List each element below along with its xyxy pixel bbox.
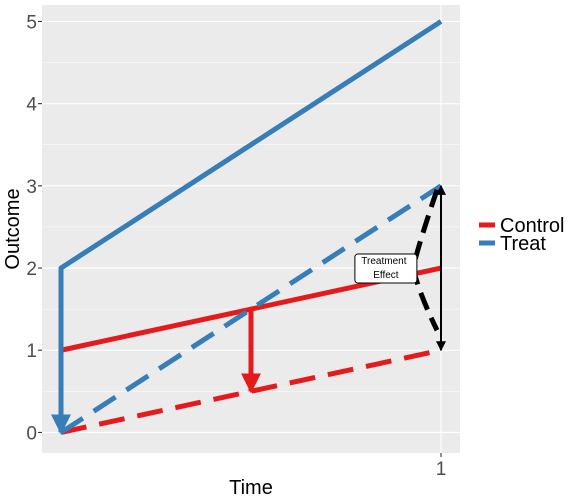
axis-ticks: 0 1 2 3 4 5 1 bbox=[26, 12, 446, 480]
x-tick-label: 1 bbox=[436, 459, 447, 480]
effect-label-box bbox=[354, 253, 418, 284]
effect-label-text: Effect bbox=[373, 270, 399, 281]
y-tick-label: 2 bbox=[26, 259, 37, 280]
y-tick-label: 0 bbox=[26, 423, 37, 444]
y-tick-label: 4 bbox=[26, 95, 37, 116]
y-tick-label: 5 bbox=[26, 12, 37, 33]
series-line-control-dashed bbox=[60, 347, 442, 435]
arrows bbox=[51, 268, 261, 435]
y-tick-label: 1 bbox=[26, 341, 37, 362]
legend-label-treat: Treat bbox=[500, 233, 546, 255]
x-axis-title: Time bbox=[229, 477, 273, 499]
y-tick-label: 3 bbox=[26, 177, 37, 198]
annotations: Treatment Effect bbox=[354, 184, 446, 352]
legend-label-control: Control bbox=[500, 215, 564, 237]
y-axis-title: Outcome bbox=[2, 188, 24, 269]
effect-label-text: Treatment bbox=[361, 256, 406, 267]
